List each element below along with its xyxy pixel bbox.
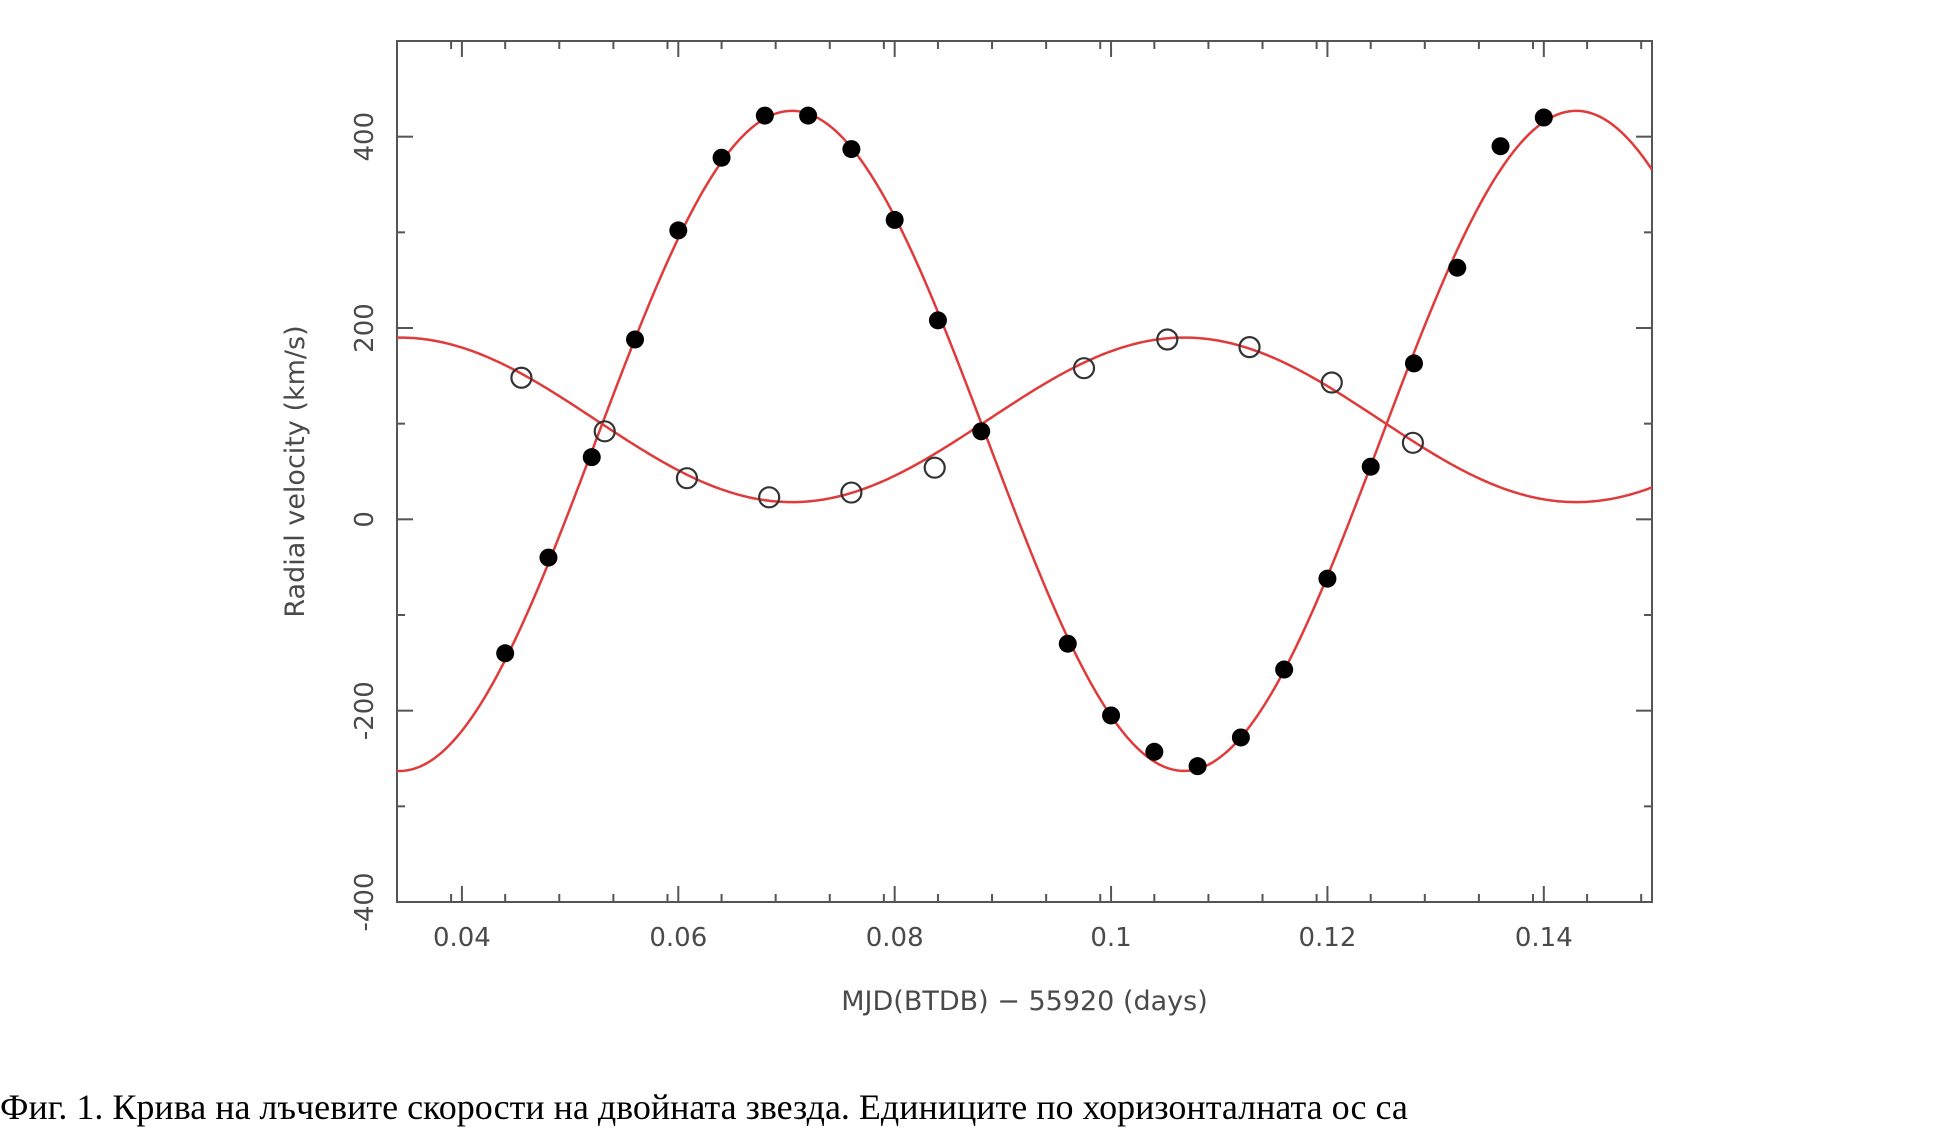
x-tick-label: 0.12: [1298, 923, 1356, 953]
data-point-filled: [972, 422, 991, 441]
data-point-open: [1320, 371, 1343, 394]
data-point-open: [840, 481, 863, 504]
data-point-open: [1238, 336, 1261, 359]
data-points: [496, 106, 1553, 776]
y-tick-label: -400: [350, 872, 380, 931]
data-point-filled: [1188, 757, 1207, 776]
data-point-filled: [712, 148, 731, 167]
data-point-open: [510, 366, 533, 389]
y-tick-label: -200: [350, 681, 380, 740]
y-axis-label: Radial velocity (km/s): [280, 325, 311, 617]
x-axis-label: MJD(BTDB) − 55920 (days): [841, 986, 1208, 1017]
data-point-filled: [1145, 742, 1164, 761]
data-point-filled: [1275, 660, 1294, 679]
data-point-filled: [1491, 137, 1510, 156]
x-tick-label: 0.06: [649, 923, 707, 953]
data-point-open: [923, 456, 946, 479]
data-point-filled: [885, 210, 904, 229]
data-point-filled: [539, 548, 558, 567]
x-tick-label: 0.1: [1090, 923, 1131, 953]
axis-ticks: [396, 41, 1652, 903]
x-tick-label: 0.04: [433, 923, 491, 953]
data-point-filled: [1534, 108, 1553, 127]
data-point-filled: [496, 644, 515, 663]
data-point-filled: [928, 311, 947, 330]
plot-frame: [396, 40, 1653, 903]
x-tick-label: 0.14: [1515, 923, 1573, 953]
figure-caption: Фиг. 1. Крива на лъчевите скорости на дв…: [0, 1087, 1408, 1127]
data-point-filled: [1102, 706, 1121, 725]
y-tick-label: 200: [350, 303, 380, 353]
y-tick-label: 400: [350, 112, 380, 162]
data-point-filled: [842, 140, 861, 159]
data-point-filled: [1361, 457, 1380, 476]
fit-curve-1: [397, 109, 1652, 773]
data-point-open: [593, 420, 616, 443]
data-point-filled: [755, 106, 774, 125]
data-point-filled: [582, 448, 601, 467]
fit-curves: [397, 109, 1652, 773]
y-tick-label: 0: [350, 511, 380, 528]
data-point-filled: [1448, 258, 1467, 277]
data-point-open: [675, 467, 699, 490]
data-point-open: [758, 486, 781, 509]
data-point-open: [1401, 431, 1425, 454]
x-tick-label: 0.08: [866, 923, 924, 953]
data-point-filled: [1231, 728, 1250, 747]
y-tick-labels: -400 -200 0 200 400: [350, 112, 380, 932]
data-point-filled: [1058, 634, 1077, 653]
data-point-filled: [626, 330, 645, 349]
data-point-filled: [1318, 569, 1337, 588]
data-point-filled: [799, 106, 818, 125]
data-point-filled: [1404, 354, 1423, 373]
data-point-open: [1072, 357, 1096, 380]
data-point-filled: [669, 221, 688, 240]
data-point-open: [1156, 328, 1179, 351]
fit-curve-2: [397, 336, 1652, 504]
x-tick-labels: 0.04 0.06 0.08 0.1 0.12 0.14: [433, 923, 1573, 953]
